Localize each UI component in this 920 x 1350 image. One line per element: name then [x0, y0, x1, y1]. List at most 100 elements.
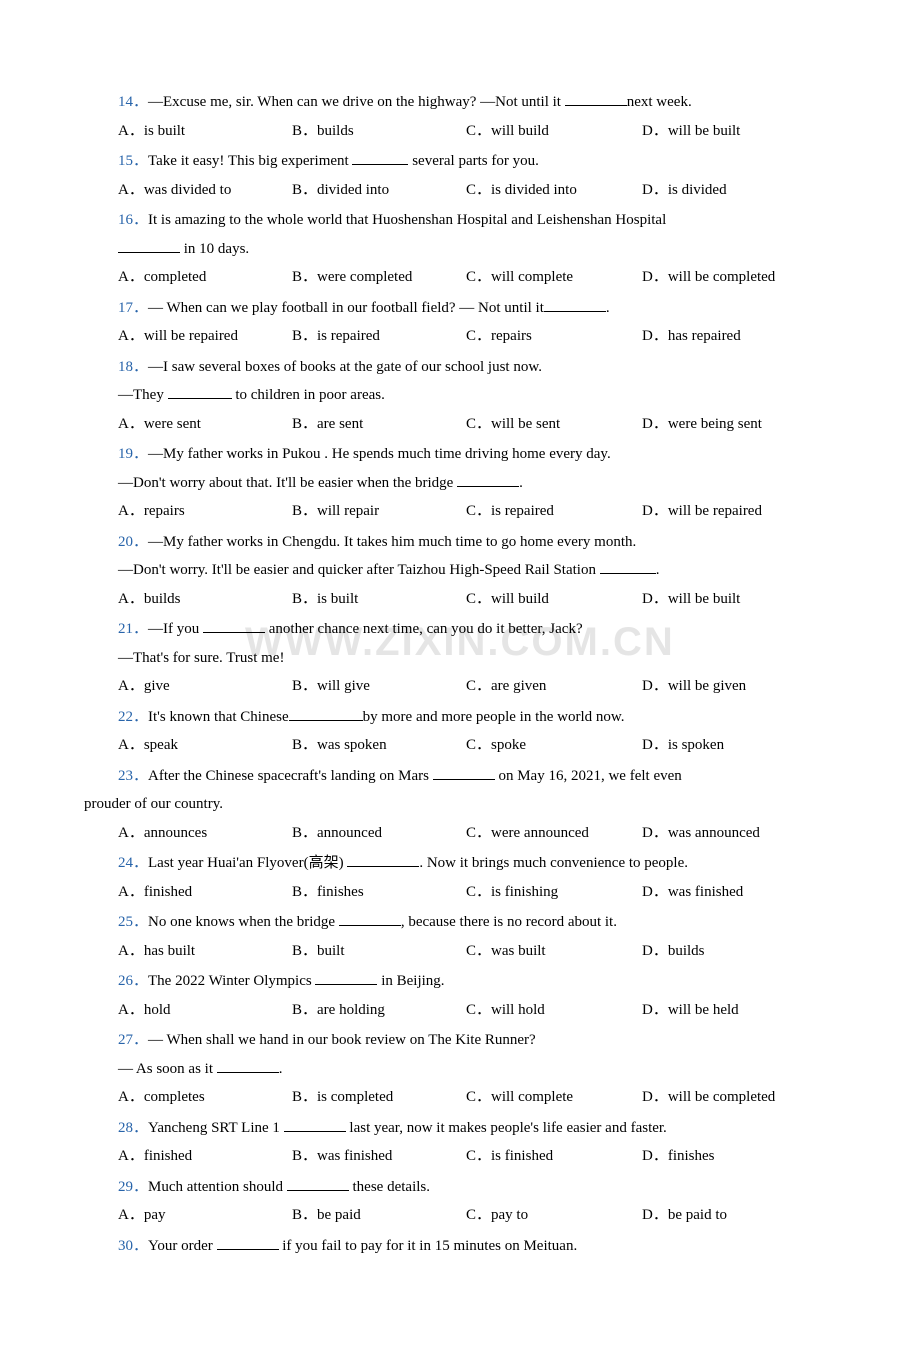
option-text: will give: [317, 678, 370, 694]
option-text: give: [144, 678, 170, 694]
question-number: 28．: [118, 1120, 148, 1136]
question-number: 21．: [118, 621, 148, 637]
blank: [600, 559, 656, 574]
option-a: A．announces: [118, 819, 292, 848]
option-c: C．were announced: [466, 819, 642, 848]
question-stem: 27．— When shall we hand in our book revi…: [118, 1026, 802, 1055]
option-b: B．divided into: [292, 176, 466, 205]
option-a: A．was divided to: [118, 176, 292, 205]
option-c: C．will complete: [466, 263, 642, 292]
question-number: 27．: [118, 1032, 148, 1048]
option-text: repairs: [491, 328, 532, 344]
question-23: 23．After the Chinese spacecraft's landin…: [118, 762, 802, 848]
option-text: pay: [144, 1207, 166, 1223]
option-text: finishes: [668, 1148, 715, 1164]
question-stem: 18．—I saw several boxes of books at the …: [118, 353, 802, 382]
option-b: B．will give: [292, 672, 466, 701]
option-text: were sent: [144, 416, 201, 432]
stem-pre: —My father works in Chengdu. It takes hi…: [148, 534, 636, 550]
stem-pre: Much attention should: [148, 1179, 287, 1195]
option-text: will be built: [668, 123, 741, 139]
option-text: was finished: [668, 884, 743, 900]
option-text: is repaired: [317, 328, 380, 344]
stem-post: by more and more people in the world now…: [363, 709, 625, 725]
line2-post: .: [656, 562, 660, 578]
option-b: B．was spoken: [292, 731, 466, 760]
question-number: 22．: [118, 709, 148, 725]
option-c: C．is finishing: [466, 878, 642, 907]
line2-pre: —Don't worry about that. It'll be easier…: [118, 475, 457, 491]
question-24: 24．Last year Huai'an Flyover(高架) . Now i…: [118, 849, 802, 906]
line2-post: to children in poor areas.: [232, 387, 385, 403]
option-text: be paid to: [668, 1207, 727, 1223]
option-text: pay to: [491, 1207, 528, 1223]
stem-pre: After the Chinese spacecraft's landing o…: [148, 768, 433, 784]
question-21: 21．—If you another chance next time, can…: [118, 615, 802, 701]
option-a: A．hold: [118, 996, 292, 1025]
option-c: C．will build: [466, 117, 642, 146]
stem-pre: —I saw several boxes of books at the gat…: [148, 359, 542, 375]
option-text: hold: [144, 1002, 171, 1018]
stem-line2: —They to children in poor areas.: [118, 381, 802, 410]
option-text: was built: [491, 943, 546, 959]
question-stem: 19．—My father works in Pukou . He spends…: [118, 440, 802, 469]
question-18: 18．—I saw several boxes of books at the …: [118, 353, 802, 439]
stem-post: . Now it brings much convenience to peop…: [419, 855, 688, 871]
question-stem: 14．—Excuse me, sir. When can we drive on…: [118, 88, 802, 117]
line2-pre: —Don't worry. It'll be easier and quicke…: [118, 562, 600, 578]
stem-post: in Beijing.: [377, 973, 444, 989]
options-row: A．buildsB．is builtC．will buildD．will be …: [118, 585, 802, 614]
blank: [118, 237, 180, 252]
options-row: A．giveB．will giveC．are givenD．will be gi…: [118, 672, 802, 701]
blank: [347, 852, 419, 867]
option-text: spoke: [491, 737, 526, 753]
option-c: C．repairs: [466, 322, 642, 351]
exam-page: 14．—Excuse me, sir. When can we drive on…: [0, 0, 920, 1350]
option-text: is built: [144, 123, 185, 139]
stem-line2: prouder of our country.: [84, 790, 802, 819]
blank: [168, 384, 232, 399]
question-28: 28．Yancheng SRT Line 1 last year, now it…: [118, 1114, 802, 1171]
option-text: will be completed: [668, 269, 775, 285]
option-text: were announced: [491, 825, 589, 841]
option-d: D．was finished: [642, 878, 743, 907]
option-d: D．will be held: [642, 996, 739, 1025]
options-row: A．completedB．were completedC．will comple…: [118, 263, 802, 292]
option-text: is built: [317, 591, 358, 607]
stem-post: , because there is no record about it.: [401, 914, 617, 930]
option-text: announced: [317, 825, 382, 841]
question-number: 17．: [118, 300, 148, 316]
option-b: B．be paid: [292, 1201, 466, 1230]
options-row: A．holdB．are holdingC．will holdD．will be …: [118, 996, 802, 1025]
blank: [457, 471, 519, 486]
option-d: D．will be repaired: [642, 497, 762, 526]
line2-post: .: [519, 475, 523, 491]
option-d: D．will be built: [642, 585, 740, 614]
option-text: will build: [491, 123, 549, 139]
stem-post: on May 16, 2021, we felt even: [495, 768, 682, 784]
question-14: 14．—Excuse me, sir. When can we drive on…: [118, 88, 802, 145]
question-20: 20．—My father works in Chengdu. It takes…: [118, 528, 802, 614]
option-text: divided into: [317, 182, 389, 198]
option-b: B．is built: [292, 585, 466, 614]
option-text: builds: [144, 591, 181, 607]
option-text: was spoken: [317, 737, 387, 753]
option-c: C．is finished: [466, 1142, 642, 1171]
option-c: C．will complete: [466, 1083, 642, 1112]
stem-line2: in 10 days.: [118, 235, 802, 264]
question-30: 30．Your order if you fail to pay for it …: [118, 1232, 802, 1261]
stem-pre: — When can we play football in our footb…: [148, 300, 544, 316]
blank: [352, 150, 408, 165]
option-text: is completed: [317, 1089, 393, 1105]
stem-line2: — As soon as it .: [118, 1055, 802, 1084]
option-d: D．will be given: [642, 672, 746, 701]
stem-line2: —That's for sure. Trust me!: [118, 644, 802, 673]
option-text: builds: [668, 943, 705, 959]
line2-pre: —They: [118, 387, 168, 403]
question-number: 14．: [118, 94, 148, 110]
question-number: 19．: [118, 446, 148, 462]
option-text: has repaired: [668, 328, 741, 344]
option-text: were completed: [317, 269, 412, 285]
option-text: are sent: [317, 416, 363, 432]
stem-post: .: [606, 300, 610, 316]
